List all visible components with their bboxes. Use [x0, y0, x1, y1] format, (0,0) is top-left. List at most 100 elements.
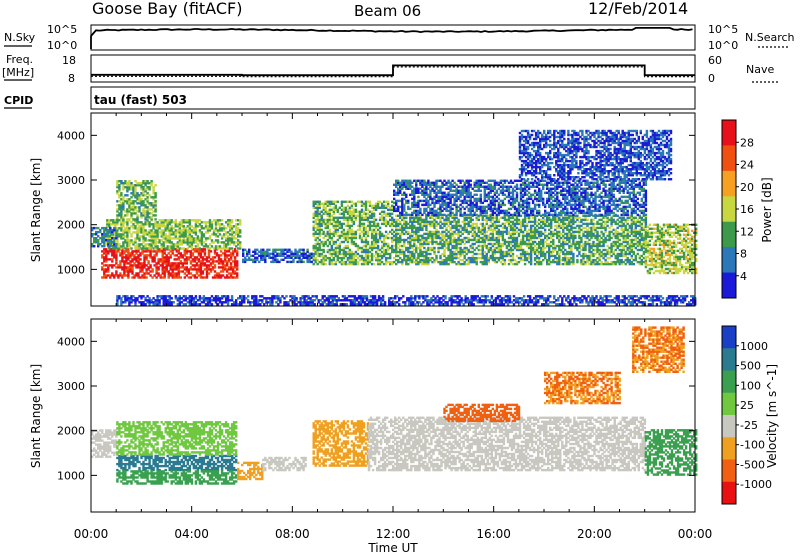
- power-cell: [181, 256, 184, 259]
- power-cell: [280, 250, 283, 253]
- freq-label: Freq.: [6, 53, 33, 66]
- power-cell: [376, 244, 380, 248]
- power-cell: [205, 260, 209, 263]
- power-cell: [205, 264, 209, 267]
- power-cell: [105, 276, 108, 279]
- power-cell: [181, 262, 184, 265]
- power-cell: [165, 260, 168, 263]
- power-cell: [318, 210, 321, 213]
- power-cell: [126, 200, 129, 203]
- power-cell: [193, 268, 197, 271]
- power-cell: [219, 276, 223, 279]
- power-cell: [316, 248, 319, 252]
- power-cell: [148, 225, 151, 228]
- power-cell: [166, 219, 169, 222]
- power-cell: [233, 256, 237, 259]
- power-cell: [239, 245, 242, 248]
- power-cell: [183, 260, 186, 263]
- power-cell: [97, 243, 100, 246]
- power-cell: [399, 236, 402, 240]
- power-cell: [126, 202, 129, 205]
- power-cell: [140, 221, 143, 224]
- power-cell: [192, 229, 196, 232]
- power-cell: [109, 228, 112, 232]
- power-cell: [108, 225, 111, 228]
- power-cell: [131, 266, 134, 269]
- power-cell: [105, 254, 108, 257]
- power-cell: [137, 262, 140, 265]
- power-cell: [233, 276, 237, 279]
- power-cell: [199, 274, 203, 277]
- power-cell: [256, 252, 259, 255]
- power-cell: [237, 243, 240, 246]
- power-cell: [131, 272, 134, 275]
- power-cell: [264, 254, 267, 257]
- power-cell: [330, 208, 333, 211]
- power-cell: [167, 260, 170, 263]
- power-cell: [151, 256, 154, 259]
- power-cell: [229, 258, 233, 261]
- power-cell: [189, 266, 193, 269]
- power-cell: [260, 248, 263, 251]
- power-cell: [118, 184, 121, 187]
- power-cell: [126, 243, 129, 246]
- power-cell: [384, 256, 388, 260]
- power-cell: [162, 219, 165, 222]
- power-cell: [159, 258, 162, 261]
- power-cell: [316, 200, 319, 203]
- power-cell: [166, 245, 169, 248]
- power-cell: [320, 224, 323, 228]
- power-cell: [130, 214, 133, 217]
- power-cell: [415, 256, 418, 260]
- power-cell: [318, 244, 321, 248]
- power-cell: [157, 262, 160, 265]
- power-cell: [221, 264, 225, 267]
- power-cell: [189, 268, 193, 271]
- power-cell: [218, 227, 222, 230]
- power-cell: [141, 270, 144, 273]
- power-cell: [203, 268, 207, 271]
- power-cell: [91, 245, 94, 248]
- power-cell: [239, 231, 242, 234]
- power-cell: [185, 270, 188, 273]
- power-cell: [326, 244, 329, 248]
- power-cell: [228, 247, 232, 250]
- power-cell: [338, 236, 341, 240]
- power-cell: [328, 200, 331, 203]
- power-cell: [166, 237, 169, 240]
- power-cell: [174, 233, 177, 236]
- power-cell: [164, 247, 167, 250]
- power-cell: [168, 221, 171, 224]
- power-cell: [336, 224, 339, 228]
- power-cell: [106, 223, 109, 226]
- power-cell: [213, 256, 217, 259]
- power-cell: [272, 256, 275, 259]
- power-cell: [332, 262, 335, 266]
- power-cell: [198, 219, 202, 222]
- power-cell: [198, 241, 202, 244]
- power-cell: [222, 235, 226, 238]
- power-cell: [150, 218, 153, 221]
- power-cell: [204, 231, 208, 234]
- power-cell: [154, 235, 157, 238]
- power-cell: [274, 248, 277, 251]
- power-cell: [162, 237, 165, 240]
- power-cell: [107, 239, 110, 242]
- power-cell: [290, 254, 293, 257]
- power-cell: [214, 223, 218, 226]
- power-cell: [550, 244, 553, 248]
- power-cell: [399, 226, 402, 230]
- power-cell: [117, 274, 120, 277]
- power-cell: [203, 250, 207, 253]
- power-cell: [161, 272, 164, 275]
- power-cell: [334, 216, 337, 219]
- power-cell: [134, 241, 137, 244]
- power-cell: [178, 231, 181, 234]
- power-cell: [318, 218, 321, 222]
- power-cell: [384, 236, 388, 240]
- power-cell: [312, 256, 315, 260]
- power-cell: [154, 208, 157, 211]
- power-cell: [203, 276, 207, 279]
- power-cell: [199, 264, 203, 267]
- power-cell: [167, 276, 170, 279]
